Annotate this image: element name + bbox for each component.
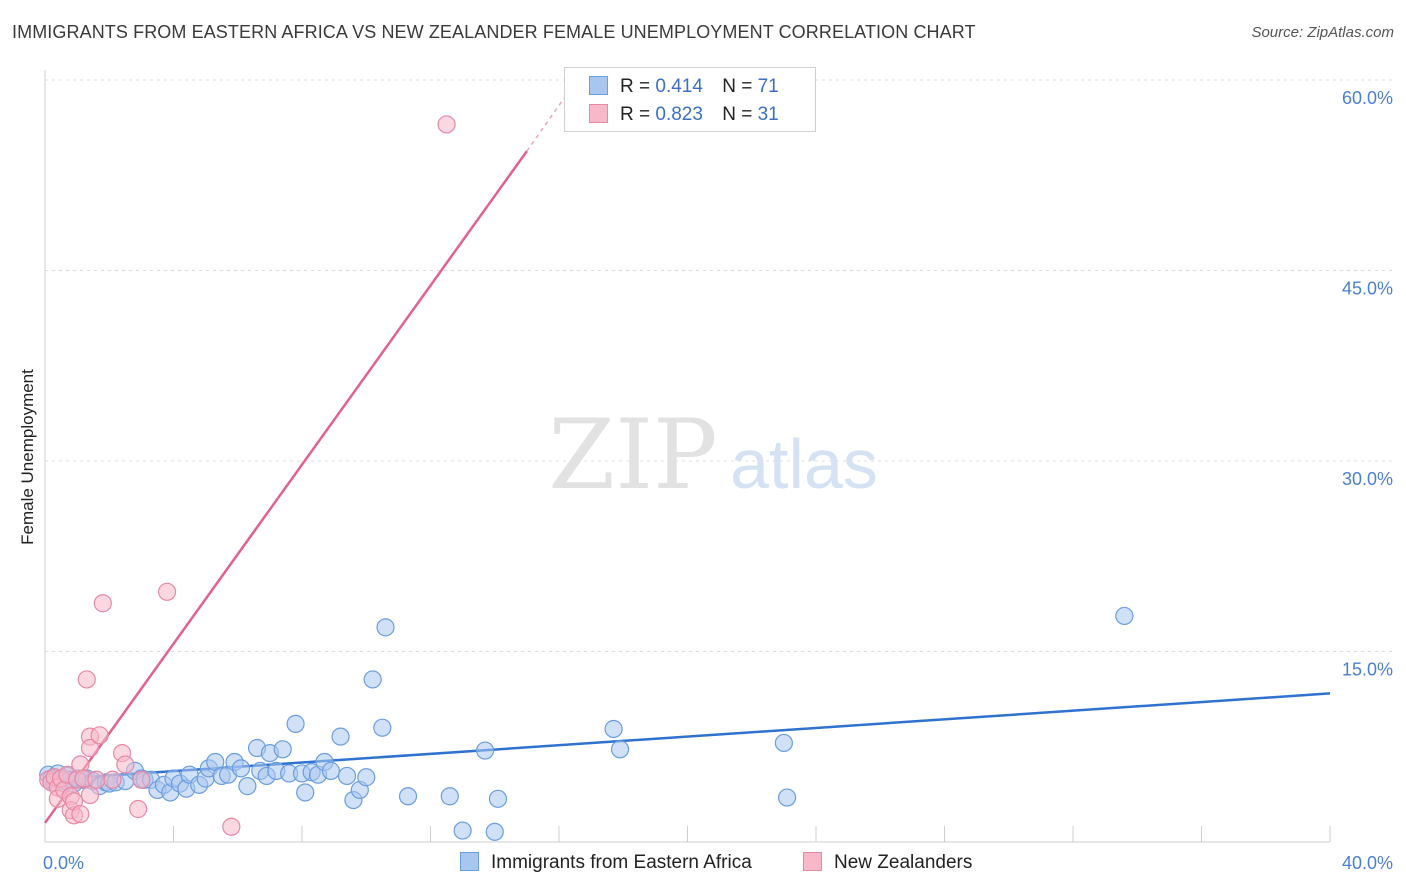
legend-swatch-pink	[589, 104, 608, 123]
x-tick-label: 40.0%	[1342, 853, 1393, 873]
legend-swatch-pink	[803, 852, 822, 871]
point-immigrants	[373, 718, 392, 737]
point-new-zealanders	[90, 726, 109, 745]
point-new-zealanders	[80, 785, 100, 805]
point-immigrants	[273, 740, 292, 759]
trend-line-new-zealanders	[43, 150, 528, 824]
point-new-zealanders	[129, 799, 148, 819]
y-axis-label: Female Unemployment	[18, 369, 37, 545]
chart-title: IMMIGRANTS FROM EASTERN AFRICA VS NEW ZE…	[12, 22, 976, 42]
point-immigrants	[296, 783, 315, 802]
point-new-zealanders	[132, 770, 151, 789]
watermark-zip: ZIP	[548, 399, 717, 511]
point-new-zealanders	[93, 594, 112, 613]
point-immigrants	[774, 733, 793, 753]
point-new-zealanders	[437, 115, 456, 134]
point-new-zealanders	[157, 582, 177, 601]
r-value: 0.823	[655, 104, 703, 125]
point-new-zealanders	[87, 770, 106, 789]
x-tick-label: 0.0%	[43, 853, 84, 873]
point-immigrants	[476, 741, 495, 760]
tick-labels: 15.0% 30.0% 45.0% 60.0% 0.0% 40.0%	[43, 88, 1393, 873]
point-immigrants	[440, 787, 459, 806]
r-label: R =	[620, 104, 651, 125]
n-value: 31	[757, 104, 779, 125]
point-immigrants	[604, 719, 623, 739]
trend-line-extension	[526, 82, 576, 152]
point-immigrants	[453, 821, 472, 840]
legend-item-new-zealanders[interactable]: New Zealanders	[803, 852, 972, 874]
scatter-points	[39, 115, 1134, 841]
watermark-atlas: atlas	[730, 425, 878, 503]
y-tick-label: 45.0%	[1342, 279, 1393, 299]
watermark: ZIP atlas	[548, 399, 878, 511]
point-immigrants	[331, 727, 350, 746]
point-new-zealanders	[116, 755, 135, 774]
n-value: 71	[757, 76, 779, 97]
legend-label: Immigrants from Eastern Africa	[491, 852, 752, 873]
r-value: 0.414	[655, 76, 703, 97]
legend-item-immigrants[interactable]: Immigrants from Eastern Africa	[460, 852, 752, 874]
point-immigrants	[398, 787, 418, 806]
legend-row-pink: R = 0.823 N = 31	[589, 104, 779, 126]
legend-swatch-blue	[460, 852, 479, 871]
point-immigrants	[321, 761, 341, 780]
point-new-zealanders	[222, 817, 241, 836]
correlation-legend: R = 0.414 N = 71 R = 0.823 N = 31	[564, 67, 816, 132]
source-credit: Source: ZipAtlas.com	[1251, 24, 1394, 41]
point-new-zealanders	[71, 804, 90, 824]
point-immigrants	[337, 766, 357, 786]
y-tick-label: 15.0%	[1342, 660, 1393, 680]
r-label: R =	[620, 76, 651, 97]
point-immigrants	[488, 789, 508, 808]
n-label: N =	[722, 76, 753, 97]
legend-row-blue: R = 0.414 N = 71	[589, 76, 779, 98]
point-immigrants	[485, 822, 504, 841]
point-immigrants	[376, 618, 395, 637]
point-immigrants	[357, 768, 376, 787]
legend-label: New Zealanders	[834, 852, 973, 873]
point-immigrants	[777, 788, 797, 807]
point-immigrants	[1115, 606, 1134, 626]
n-label: N =	[722, 104, 753, 125]
point-immigrants	[610, 740, 630, 759]
axes	[44, 70, 1331, 843]
point-new-zealanders	[77, 670, 96, 689]
y-tick-label: 60.0%	[1342, 88, 1393, 108]
legend-swatch-blue	[589, 76, 608, 95]
point-immigrants	[286, 714, 305, 733]
point-immigrants	[363, 670, 382, 689]
point-new-zealanders	[103, 770, 122, 789]
point-immigrants	[231, 759, 251, 778]
y-tick-label: 30.0%	[1342, 469, 1393, 489]
point-immigrants	[238, 777, 257, 796]
gridlines	[45, 79, 1392, 652]
point-new-zealanders	[80, 738, 100, 758]
